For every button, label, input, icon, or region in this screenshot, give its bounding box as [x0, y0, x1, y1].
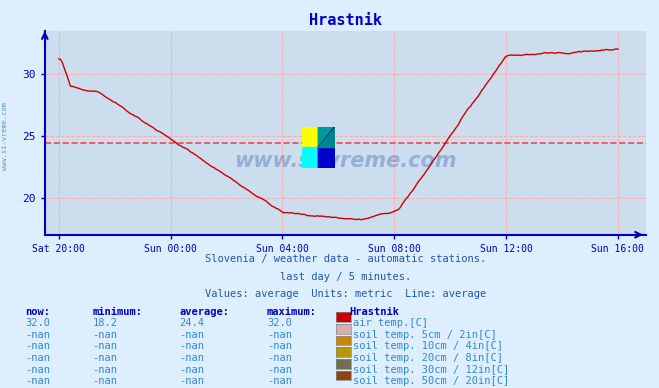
Text: -nan: -nan: [179, 353, 204, 363]
Text: -nan: -nan: [92, 341, 117, 352]
Text: -nan: -nan: [25, 330, 50, 340]
Text: -nan: -nan: [92, 376, 117, 386]
Text: -nan: -nan: [179, 376, 204, 386]
Text: -nan: -nan: [179, 341, 204, 352]
Text: 32.0: 32.0: [25, 318, 50, 328]
Text: Slovenia / weather data - automatic stations.: Slovenia / weather data - automatic stat…: [205, 254, 486, 264]
Text: soil temp. 10cm / 4in[C]: soil temp. 10cm / 4in[C]: [353, 341, 503, 352]
Text: soil temp. 30cm / 12in[C]: soil temp. 30cm / 12in[C]: [353, 365, 509, 375]
Text: -nan: -nan: [92, 330, 117, 340]
Text: www.si-vreme.com: www.si-vreme.com: [234, 151, 457, 171]
Text: 24.4: 24.4: [179, 318, 204, 328]
Text: -nan: -nan: [179, 365, 204, 375]
Text: now:: now:: [25, 307, 50, 317]
Text: -nan: -nan: [267, 376, 292, 386]
Text: -nan: -nan: [179, 330, 204, 340]
Text: soil temp. 5cm / 2in[C]: soil temp. 5cm / 2in[C]: [353, 330, 497, 340]
Text: last day / 5 minutes.: last day / 5 minutes.: [279, 272, 411, 282]
Bar: [302, 127, 318, 168]
Text: Values: average  Units: metric  Line: average: Values: average Units: metric Line: aver…: [205, 289, 486, 299]
Text: -nan: -nan: [267, 353, 292, 363]
Polygon shape: [318, 127, 335, 147]
Text: 32.0: 32.0: [267, 318, 292, 328]
Text: soil temp. 20cm / 8in[C]: soil temp. 20cm / 8in[C]: [353, 353, 503, 363]
Text: soil temp. 50cm / 20in[C]: soil temp. 50cm / 20in[C]: [353, 376, 509, 386]
Text: 18.2: 18.2: [92, 318, 117, 328]
Text: -nan: -nan: [25, 341, 50, 352]
Text: -nan: -nan: [92, 365, 117, 375]
Polygon shape: [318, 127, 335, 147]
Text: -nan: -nan: [267, 341, 292, 352]
Text: -nan: -nan: [25, 365, 50, 375]
Text: Hrastnik: Hrastnik: [349, 307, 399, 317]
Text: maximum:: maximum:: [267, 307, 317, 317]
Text: -nan: -nan: [267, 365, 292, 375]
Text: -nan: -nan: [267, 330, 292, 340]
Text: www.si-vreme.com: www.si-vreme.com: [2, 102, 9, 170]
Title: Hrastnik: Hrastnik: [309, 14, 382, 28]
Text: -nan: -nan: [25, 376, 50, 386]
Text: minimum:: minimum:: [92, 307, 142, 317]
Text: -nan: -nan: [25, 353, 50, 363]
Text: -nan: -nan: [92, 353, 117, 363]
Text: average:: average:: [179, 307, 229, 317]
Bar: [302, 147, 318, 168]
Polygon shape: [318, 127, 335, 168]
Text: air temp.[C]: air temp.[C]: [353, 318, 428, 328]
